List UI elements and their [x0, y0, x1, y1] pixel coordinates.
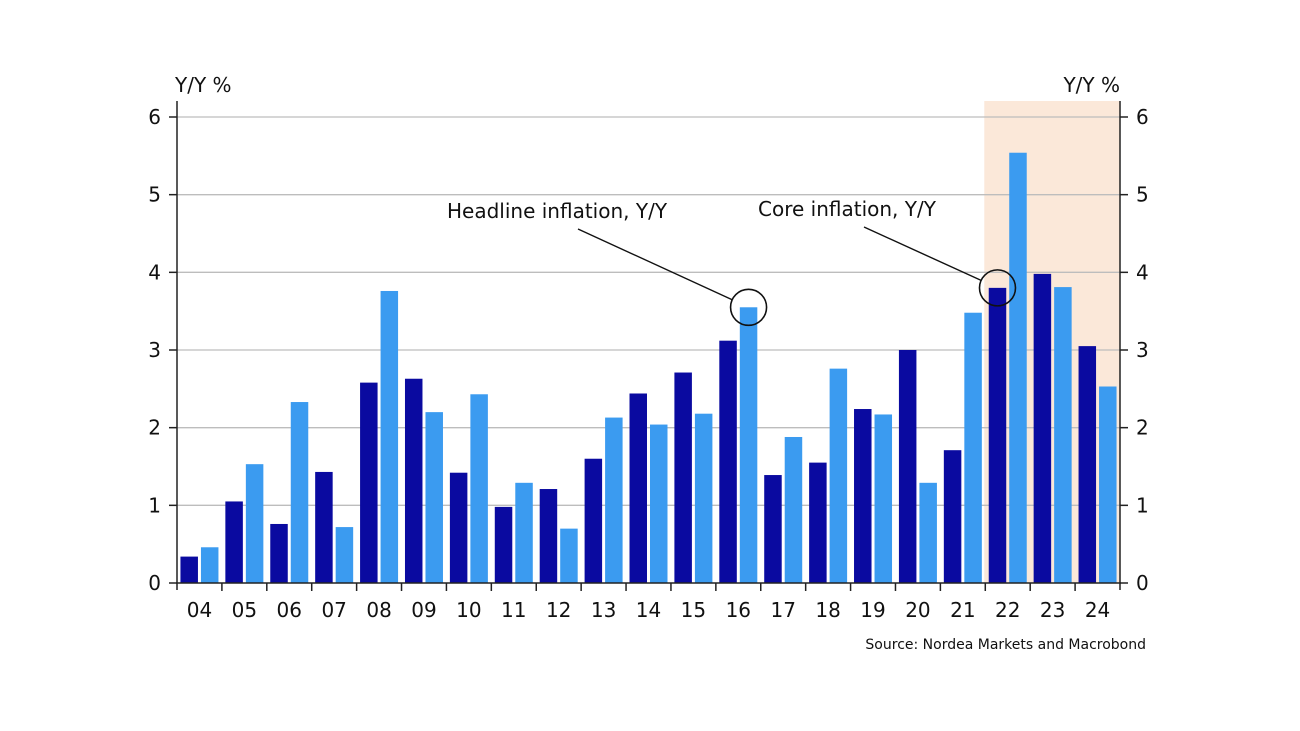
y-tick-label-right: 3	[1136, 338, 1149, 362]
bar-series-1	[180, 556, 198, 583]
bar-series-2	[515, 482, 533, 583]
y-tick-label-right: 1	[1136, 493, 1149, 517]
bar-series-1	[809, 462, 827, 583]
annotation-circle	[729, 288, 768, 327]
annotation-leader-line	[577, 228, 733, 301]
left-axis-label: Y/Y %	[174, 73, 232, 97]
x-tick-label: 22	[995, 598, 1020, 622]
bar-series-1	[1078, 346, 1097, 583]
bar-series-1	[404, 378, 423, 583]
bar-series-2	[1054, 287, 1072, 583]
annotation-label: Core inflation, Y/Y	[758, 197, 937, 221]
bar-series-1	[315, 471, 333, 583]
y-tick-label-left: 4	[148, 260, 161, 284]
bar-series-2	[874, 414, 893, 583]
x-tick-label: 20	[905, 598, 930, 622]
x-tick-label: 14	[636, 598, 661, 622]
x-tick-label: 05	[232, 598, 257, 622]
bar-series-1	[449, 472, 468, 583]
bar-series-1	[988, 287, 1007, 583]
bar-series-2	[560, 528, 578, 583]
bar-series-1	[898, 350, 917, 583]
bar-series-2	[694, 413, 713, 583]
y-tick-label-left: 2	[148, 416, 161, 440]
bar-series-2	[964, 312, 982, 583]
x-tick-label: 09	[411, 598, 436, 622]
bar-series-1	[360, 382, 378, 583]
right-axis-label: Y/Y %	[1062, 73, 1120, 97]
x-tick-label: 16	[726, 598, 751, 622]
annotation-label: Headline inflation, Y/Y	[447, 199, 668, 223]
bar-series-2	[919, 482, 937, 583]
bar-series-2	[245, 464, 264, 583]
annotation-circle	[978, 269, 1017, 307]
x-tick-label: 11	[501, 598, 526, 622]
bar-series-2	[1099, 386, 1117, 583]
bar-series-2	[200, 547, 219, 583]
x-tick-label: 19	[860, 598, 885, 622]
x-tick-label: 08	[366, 598, 391, 622]
x-tick-label: 15	[681, 598, 706, 622]
bar-series-1	[584, 458, 603, 583]
highlight-band	[984, 101, 1120, 583]
bar-series-2	[290, 402, 309, 583]
y-tick-label-left: 1	[148, 493, 161, 517]
bar-series-2	[1009, 152, 1027, 583]
bar-series-2	[829, 368, 848, 583]
y-tick-label-left: 3	[148, 338, 161, 362]
bar-series-1	[764, 475, 782, 583]
bar-series-2	[380, 290, 399, 583]
y-tick-label-left: 5	[148, 183, 161, 207]
x-tick-label: 18	[815, 598, 840, 622]
y-tick-label-left: 6	[148, 105, 161, 129]
x-tick-label: 06	[277, 598, 302, 622]
bar-series-1	[1033, 273, 1052, 583]
x-tick-label: 24	[1085, 598, 1110, 622]
annotation-leader-line	[863, 226, 982, 282]
bar-series-1	[854, 409, 872, 583]
x-tick-label: 21	[950, 598, 975, 622]
x-tick-label: 12	[546, 598, 571, 622]
bar-series-2	[739, 307, 758, 583]
x-tick-label: 17	[770, 598, 795, 622]
y-tick-label-right: 6	[1136, 105, 1149, 129]
x-tick-label: 10	[456, 598, 481, 622]
bar-series-1	[225, 501, 243, 583]
y-tick-label-right: 2	[1136, 416, 1149, 440]
x-tick-label: 07	[321, 598, 346, 622]
x-tick-label: 23	[1040, 598, 1065, 622]
bar-series-1	[674, 372, 692, 583]
y-tick-label-right: 0	[1136, 571, 1149, 595]
bar-series-1	[629, 393, 647, 583]
bar-series-1	[494, 506, 513, 583]
x-tick-label: 13	[591, 598, 616, 622]
source-note: Source: Nordea Markets and Macrobond	[865, 637, 1146, 653]
bar-series-1	[719, 340, 737, 583]
y-tick-label-left: 0	[148, 571, 161, 595]
bar-series-1	[539, 489, 558, 583]
bar-series-2	[784, 436, 803, 583]
bar-series-1	[270, 523, 288, 583]
bar-series-2	[650, 424, 668, 583]
bar-series-2	[335, 527, 354, 583]
x-tick-label: 04	[187, 598, 212, 622]
bar-series-1	[943, 450, 962, 583]
bar-series-2	[425, 412, 443, 583]
y-tick-label-right: 4	[1136, 260, 1149, 284]
y-tick-label-right: 5	[1136, 183, 1149, 207]
bar-series-2	[605, 417, 623, 583]
bar-series-2	[470, 394, 488, 583]
